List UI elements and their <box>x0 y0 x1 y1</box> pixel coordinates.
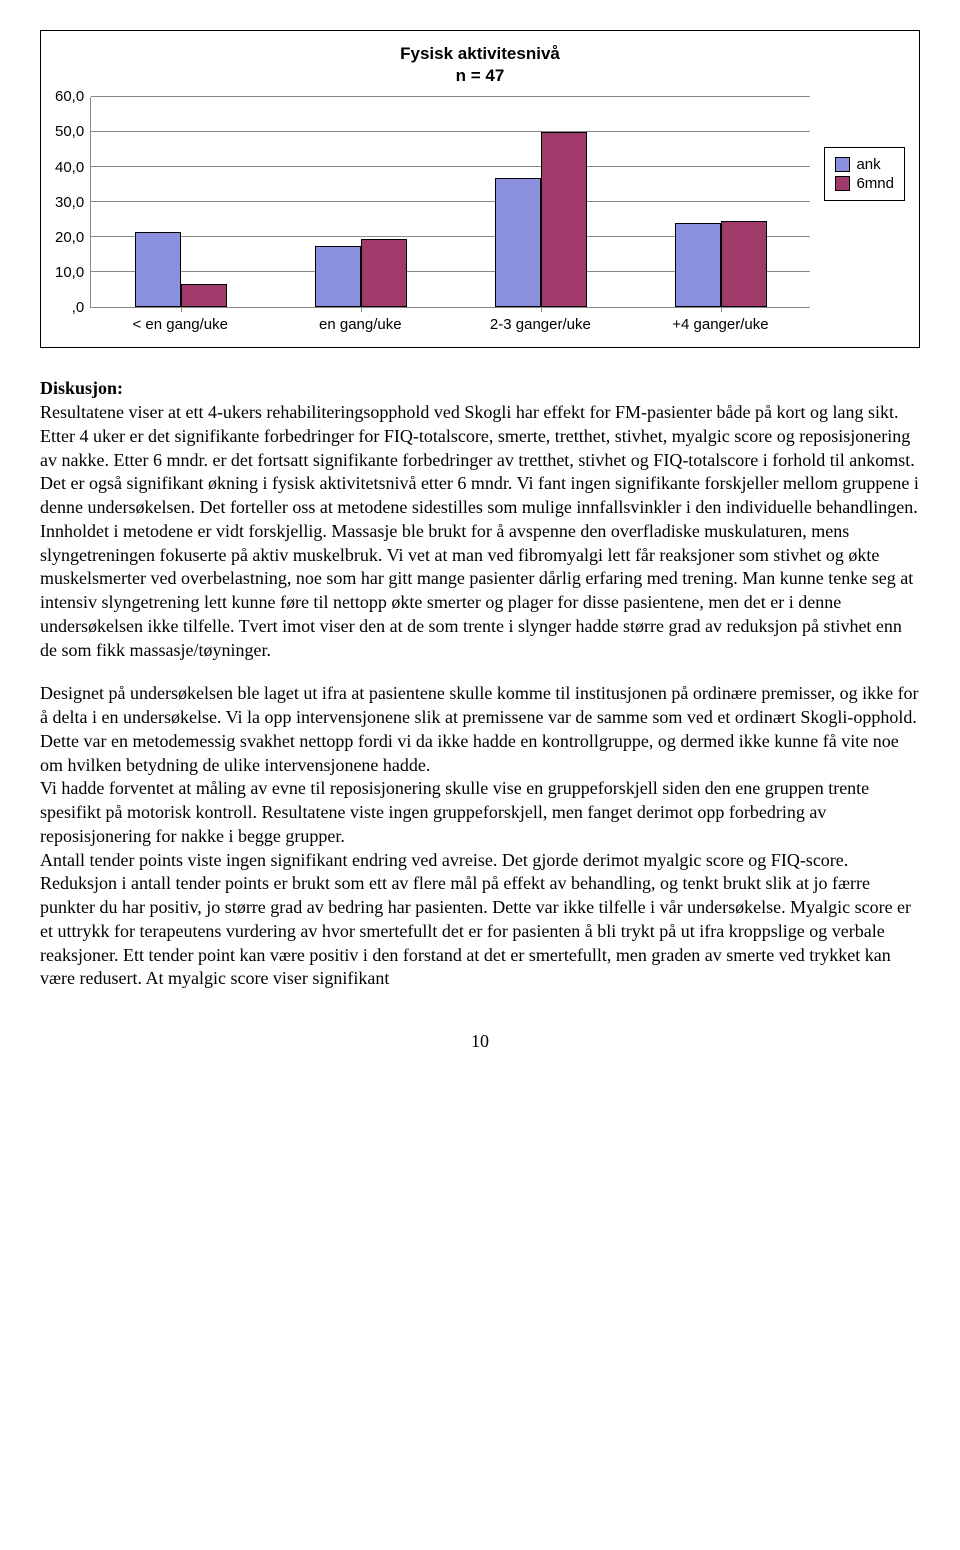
bar <box>315 246 361 307</box>
x-axis: < en gang/uke en gang/uke 2-3 ganger/uke… <box>90 316 810 333</box>
legend-label: 6mnd <box>856 175 894 192</box>
page-number: 10 <box>40 1031 920 1052</box>
ytick: 50,0 <box>55 123 84 140</box>
bar <box>541 132 587 307</box>
xtick: en gang/uke <box>270 316 450 333</box>
body-paragraph: Designet på undersøkelsen ble laget ut i… <box>40 682 920 991</box>
body-paragraph: Resultatene viser at ett 4-ukers rehabil… <box>40 401 920 662</box>
y-axis: 60,0 50,0 40,0 30,0 20,0 10,0 ,0 <box>55 88 90 316</box>
legend: ank 6mnd <box>824 147 905 201</box>
bar <box>495 178 541 308</box>
ytick: 60,0 <box>55 88 84 105</box>
ytick: 10,0 <box>55 264 84 281</box>
discussion-heading: Diskusjon: <box>40 378 920 399</box>
ytick: 40,0 <box>55 159 84 176</box>
bar-group <box>631 97 811 307</box>
chart-title-line2: n = 47 <box>456 66 505 85</box>
chart-title-line1: Fysisk aktivitesnivå <box>400 44 560 63</box>
activity-chart: Fysisk aktivitesnivå n = 47 60,0 50,0 40… <box>40 30 920 348</box>
xtick: +4 ganger/uke <box>630 316 810 333</box>
xtick: 2-3 ganger/uke <box>450 316 630 333</box>
bar <box>135 232 181 307</box>
ytick: 20,0 <box>55 229 84 246</box>
legend-item: ank <box>835 156 894 173</box>
bar <box>675 223 721 307</box>
bar <box>721 221 767 307</box>
bar-group <box>271 97 451 307</box>
bar-group <box>451 97 631 307</box>
legend-label: ank <box>856 156 880 173</box>
ytick: ,0 <box>72 299 85 316</box>
chart-title: Fysisk aktivitesnivå n = 47 <box>55 43 905 87</box>
xtick: < en gang/uke <box>90 316 270 333</box>
bar <box>181 284 227 307</box>
legend-swatch-icon <box>835 176 850 191</box>
legend-item: 6mnd <box>835 175 894 192</box>
bar <box>361 239 407 307</box>
plot-area <box>90 97 810 308</box>
bar-group <box>91 97 271 307</box>
ytick: 30,0 <box>55 194 84 211</box>
legend-swatch-icon <box>835 157 850 172</box>
